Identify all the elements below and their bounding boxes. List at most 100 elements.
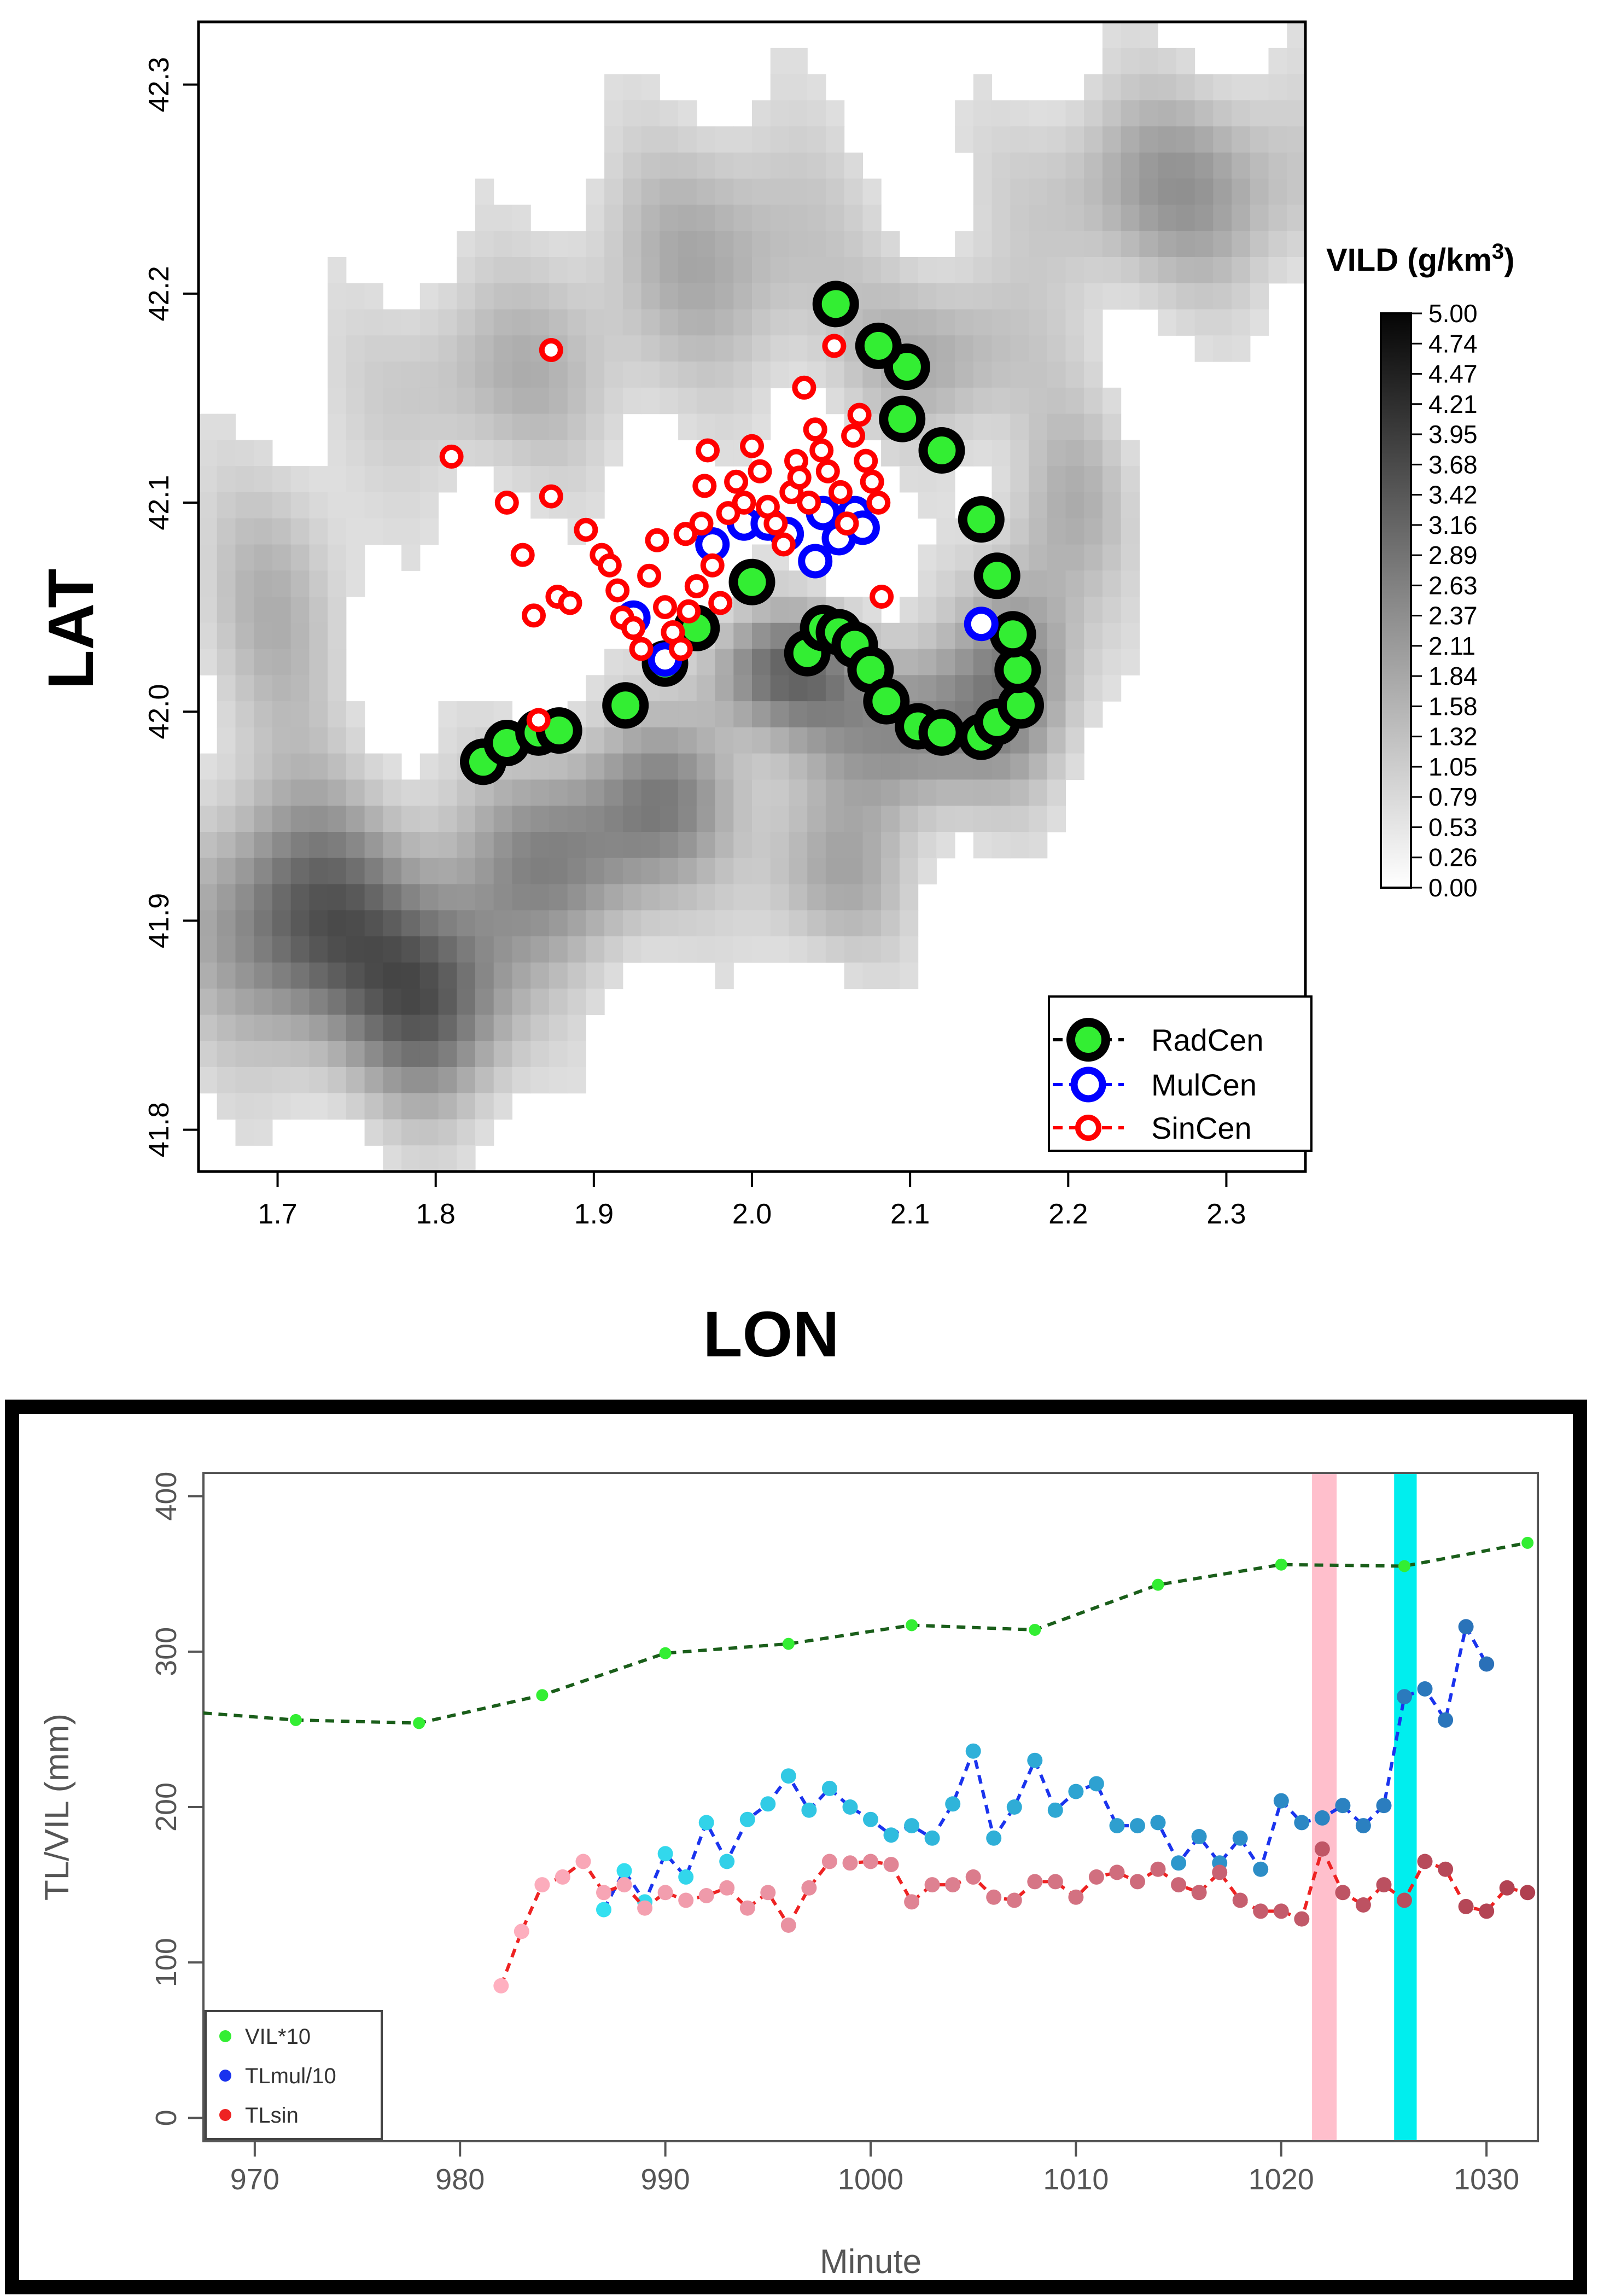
raster-cell [1158, 205, 1177, 231]
raster-cell [936, 518, 955, 545]
ts-x-tick-label: 980 [435, 2163, 485, 2196]
raster-cell [807, 74, 826, 101]
raster-cell [1121, 283, 1140, 310]
tlsin-point [1232, 1892, 1248, 1908]
raster-cell [530, 309, 550, 336]
raster-cell [457, 387, 476, 415]
raster-cell [604, 910, 623, 937]
raster-cell [1158, 257, 1177, 284]
raster-cell [383, 1015, 402, 1041]
tlmul-point [842, 1799, 858, 1815]
raster-cell [1121, 649, 1140, 675]
raster-cell [272, 466, 291, 493]
tlmul-point [883, 1827, 899, 1843]
raster-cell [567, 1015, 586, 1041]
raster-cell [678, 335, 697, 362]
tlsin-point [1355, 1897, 1371, 1913]
raster-cell [660, 126, 679, 153]
raster-cell [825, 205, 845, 231]
map-x-axis-title: LON [703, 1298, 839, 1371]
raster-cell [678, 936, 697, 963]
raster-cell [1213, 205, 1232, 231]
raster-cell [733, 832, 753, 859]
raster-cell [438, 362, 457, 388]
raster-cell [789, 727, 808, 754]
raster-cell [789, 126, 808, 153]
raster-cell [807, 779, 826, 806]
raster-cell [622, 100, 642, 127]
raster-cell [660, 283, 679, 310]
raster-cell [1176, 309, 1195, 336]
raster-cell [567, 962, 586, 989]
raster-cell [1084, 152, 1103, 179]
tlmul-point [739, 1811, 755, 1827]
raster-cell [622, 309, 642, 336]
raster-cell [1139, 126, 1158, 153]
raster-cell [254, 597, 273, 623]
raster-cell [438, 779, 457, 806]
tlmul-point [1109, 1818, 1125, 1834]
raster-cell [789, 178, 808, 205]
raster-cell [586, 806, 605, 832]
raster-cell [660, 936, 679, 963]
raster-cell [678, 806, 697, 832]
raster-cell [955, 570, 974, 597]
raster-cell [973, 335, 993, 362]
tlsin-point [1130, 1874, 1145, 1890]
raster-cell [586, 178, 605, 205]
radcen-point [602, 682, 649, 729]
raster-cell [752, 231, 771, 258]
raster-cell [199, 413, 218, 440]
raster-cell [272, 544, 291, 571]
vil-point [906, 1619, 918, 1631]
raster-cell [1158, 100, 1177, 127]
raster-cell [401, 1119, 421, 1146]
raster-cell [346, 910, 365, 937]
raster-cell [364, 362, 383, 388]
raster-cell [825, 126, 845, 153]
raster-cell [457, 413, 476, 440]
timeseries-legend: VIL*10 TLmul/10 TLsin [205, 2010, 383, 2140]
raster-cell [1084, 544, 1103, 571]
raster-cell [217, 1041, 236, 1068]
raster-cell [217, 440, 236, 467]
raster-cell [493, 362, 512, 388]
raster-cell [715, 152, 734, 179]
raster-cell [991, 178, 1011, 205]
raster-cell [696, 231, 716, 258]
raster-cell [1213, 100, 1232, 127]
raster-cell [1176, 231, 1195, 258]
tlsin-point [637, 1900, 653, 1916]
raster-cell [254, 466, 273, 493]
raster-cell [696, 753, 716, 780]
raster-cell [1213, 74, 1232, 101]
raster-cell [1121, 74, 1140, 101]
raster-cell [789, 806, 808, 832]
raster-cell [586, 832, 605, 859]
raster-cell [1268, 257, 1287, 284]
raster-cell [899, 257, 919, 284]
raster-cell [1194, 126, 1214, 153]
raster-cell [586, 257, 605, 284]
tlsin-point [904, 1894, 920, 1910]
map-points [439, 281, 1044, 785]
raster-cell [1010, 387, 1029, 415]
raster-cell [1176, 126, 1195, 153]
raster-cell [641, 309, 660, 336]
raster-cell [1029, 466, 1048, 493]
highlight-band [1312, 1473, 1337, 2141]
raster-cell [346, 727, 365, 754]
raster-cell [991, 335, 1011, 362]
raster-cell [825, 779, 845, 806]
raster-cell [1287, 100, 1306, 127]
raster-cell [457, 910, 476, 937]
raster-cell [1268, 126, 1287, 153]
raster-cell [1121, 492, 1140, 519]
raster-cell [696, 283, 716, 310]
raster-cell [309, 570, 328, 597]
radcen-point [879, 395, 926, 442]
tlmul-point [780, 1768, 796, 1784]
raster-cell [973, 231, 993, 258]
raster-cell [401, 806, 421, 832]
raster-cell [235, 492, 254, 519]
